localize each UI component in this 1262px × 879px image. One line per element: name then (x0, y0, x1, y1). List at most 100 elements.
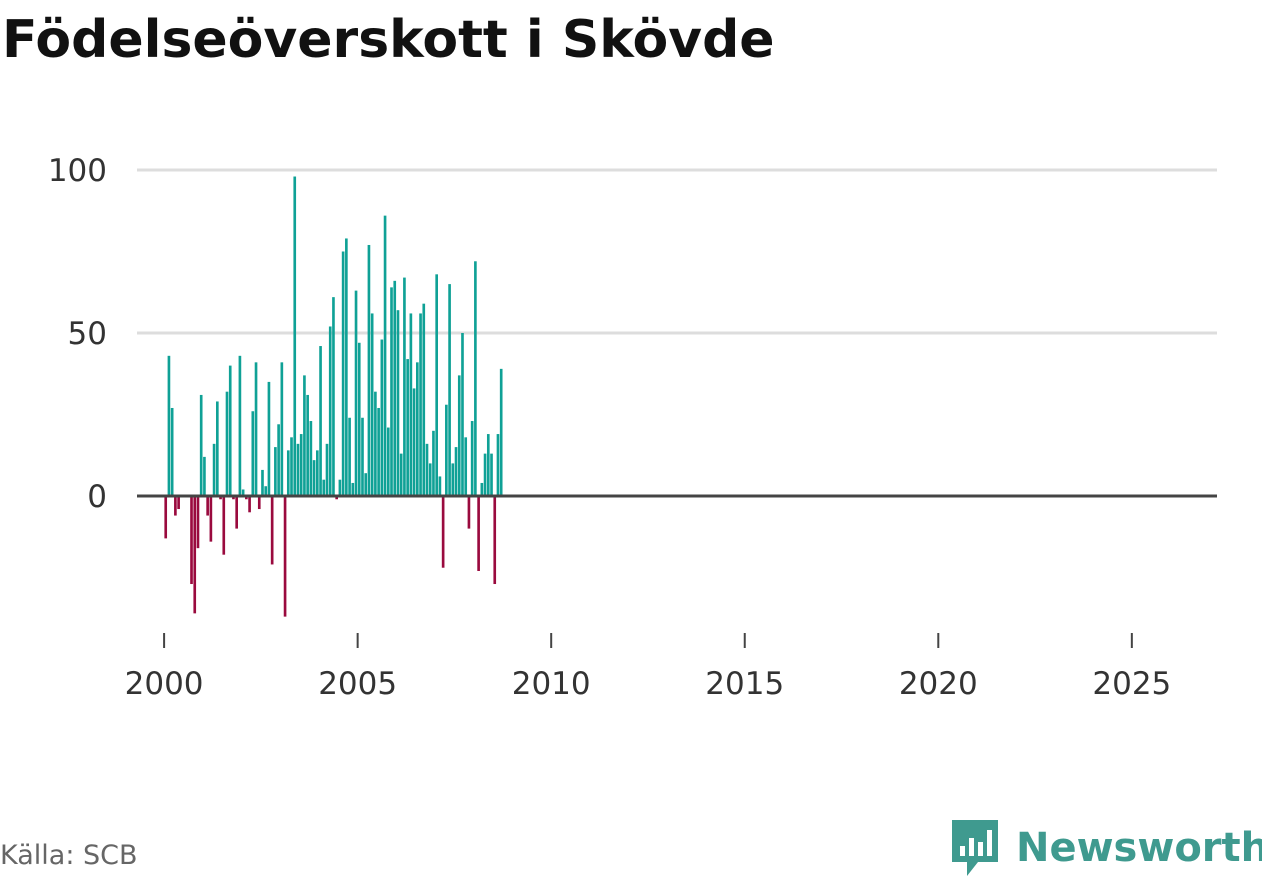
bar (212, 443, 216, 496)
bar (348, 417, 351, 496)
newsworthy-logo-icon (952, 820, 998, 876)
bar (435, 274, 438, 496)
bar (219, 496, 222, 500)
bar (283, 496, 287, 617)
bar (490, 453, 493, 496)
bar (374, 391, 377, 496)
bar (241, 489, 245, 496)
bar (390, 287, 393, 496)
bar (448, 284, 451, 496)
bar (167, 355, 171, 496)
bar (257, 496, 261, 510)
y-tick-label: 100 (48, 153, 107, 189)
source-note: Källa: SCB (0, 840, 138, 871)
bar (377, 407, 380, 496)
bar (322, 479, 326, 496)
bar (296, 443, 300, 496)
bar (299, 434, 303, 496)
bar (345, 238, 348, 496)
bar (164, 496, 168, 539)
bar (425, 443, 429, 496)
bar (499, 368, 503, 496)
bar (461, 333, 464, 496)
bar (406, 359, 409, 496)
bar (332, 297, 335, 496)
bar (451, 463, 455, 496)
bar (474, 261, 477, 496)
bar (470, 421, 474, 496)
x-tick-label: 2025 (1092, 666, 1171, 702)
bar (380, 339, 384, 496)
bar (383, 215, 387, 496)
x-tick-label: 2000 (125, 666, 204, 702)
bar (174, 496, 177, 516)
x-tick-label: 2005 (318, 666, 397, 702)
bar (325, 443, 329, 496)
bar (319, 346, 322, 496)
bar (438, 476, 442, 496)
chart-title: Födelseöverskott i Skövde (2, 10, 775, 70)
bar (312, 460, 316, 496)
bar (445, 404, 448, 496)
bar (306, 394, 309, 496)
y-tick-label: 50 (68, 316, 107, 352)
bar (367, 244, 371, 496)
bar (493, 496, 497, 585)
bar (245, 496, 248, 500)
bar (267, 381, 271, 496)
y-tick-label: 0 (87, 479, 107, 515)
x-tick-label: 2020 (899, 666, 978, 702)
bar (277, 424, 280, 496)
bar (232, 496, 235, 500)
bar (286, 450, 290, 496)
bar (254, 362, 258, 496)
bar (441, 496, 445, 568)
bar (235, 496, 238, 529)
bar (399, 453, 403, 496)
bar (357, 342, 361, 496)
axes: 0 50 100 2000 2005 2010 2015 2020 2025 (48, 153, 1217, 702)
bar (248, 496, 251, 513)
bar (199, 394, 203, 496)
bar (496, 434, 500, 496)
bar (222, 496, 226, 555)
bar (428, 463, 432, 496)
bar (351, 482, 355, 496)
bar (264, 486, 268, 496)
bar (228, 365, 232, 496)
bar (341, 251, 345, 496)
bar (170, 407, 174, 496)
bar (477, 496, 480, 571)
bar (416, 362, 419, 496)
bar (354, 290, 358, 496)
bar (225, 391, 229, 496)
bar (454, 447, 458, 496)
bar (309, 421, 313, 496)
bar (196, 496, 200, 549)
bar (290, 437, 293, 496)
bar (364, 473, 368, 496)
x-tick-label: 2015 (705, 666, 784, 702)
bar (280, 362, 284, 496)
bar (409, 313, 413, 496)
bar (270, 496, 274, 565)
bar (422, 303, 426, 496)
bar (403, 277, 406, 496)
bars (164, 176, 503, 617)
bar (209, 496, 213, 542)
bar (293, 176, 297, 496)
bar (419, 313, 422, 496)
bar (361, 417, 364, 496)
bar (432, 430, 435, 496)
bar (238, 355, 242, 496)
bar (261, 469, 264, 496)
bar (177, 496, 180, 510)
x-tick-label: 2010 (512, 666, 591, 702)
bar (203, 456, 206, 496)
bar (393, 280, 397, 496)
bar (457, 375, 461, 496)
bar (386, 427, 390, 496)
bar (328, 326, 332, 496)
bar (206, 496, 209, 516)
